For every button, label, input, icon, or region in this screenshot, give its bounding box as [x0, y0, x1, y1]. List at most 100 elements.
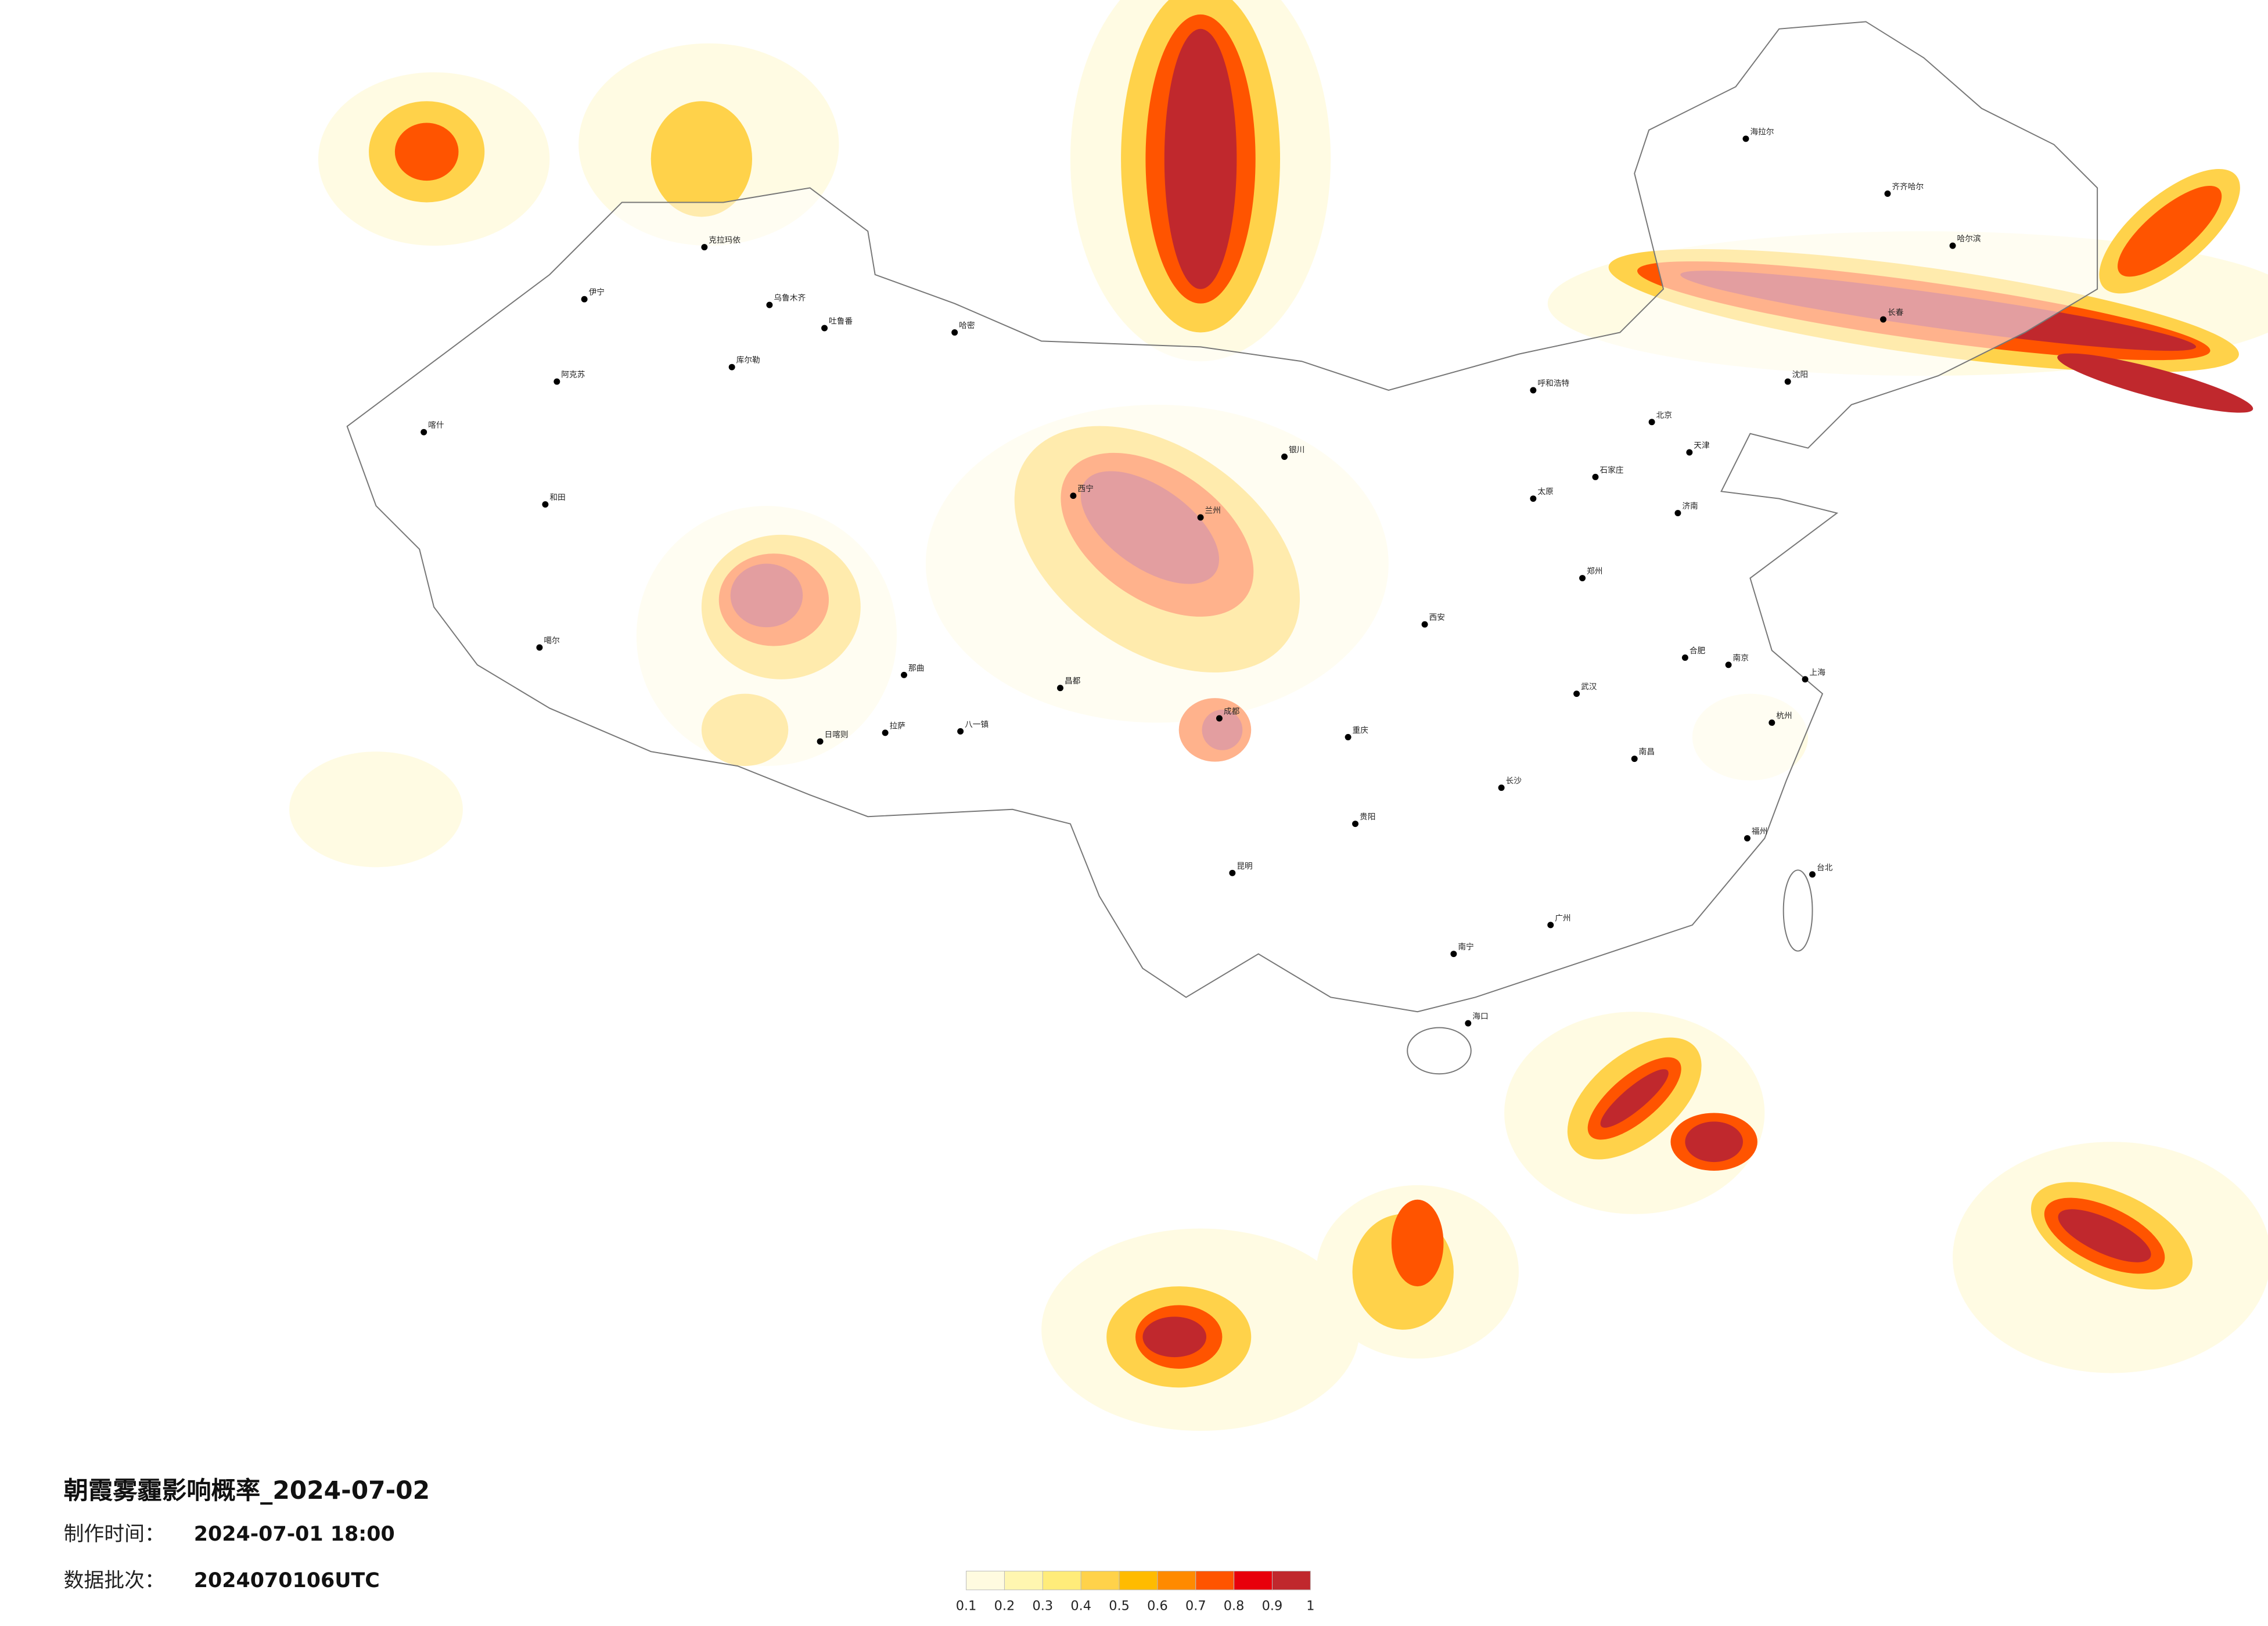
city-dot	[1216, 715, 1223, 722]
city-label: 喀什	[428, 421, 444, 430]
legend-swatch	[1271, 1570, 1311, 1591]
city-label: 南京	[1733, 653, 1749, 663]
city-label: 西宁	[1077, 484, 1093, 494]
legend-tick-label: 0.8	[1224, 1599, 1245, 1614]
city-dot	[1631, 756, 1638, 762]
legend-swatch	[1157, 1570, 1196, 1591]
legend-swatch	[1042, 1570, 1081, 1591]
city-dot	[1742, 135, 1749, 142]
city-dot	[1769, 719, 1775, 726]
city-label: 噶尔	[544, 636, 560, 646]
city-dot	[1229, 869, 1236, 876]
legend-tick-label: 0.3	[1033, 1599, 1054, 1614]
city-label: 昌都	[1065, 677, 1081, 686]
city-label: 海口	[1472, 1012, 1488, 1021]
city-dot	[1057, 685, 1063, 692]
city-label: 呼和浩特	[1537, 379, 1569, 388]
city-dot	[821, 325, 828, 332]
city-label: 成都	[1224, 707, 1240, 717]
city-label: 南昌	[1639, 747, 1655, 757]
city-label: 拉萨	[890, 721, 905, 731]
legend-tick-label: 0.6	[1147, 1599, 1168, 1614]
legend-swatch	[966, 1570, 1005, 1591]
city-dot	[1281, 454, 1288, 460]
city-dot	[1744, 835, 1751, 842]
city-dot	[701, 244, 708, 251]
legend-tick-label: 0.2	[994, 1599, 1015, 1614]
city-label: 八一镇	[965, 720, 989, 729]
city-dot	[536, 644, 543, 651]
city-label: 和田	[549, 493, 565, 502]
city-label: 武汉	[1581, 682, 1597, 692]
city-dot	[1648, 419, 1655, 426]
city-label: 昆明	[1237, 862, 1252, 871]
city-dot	[1809, 871, 1816, 878]
city-dot	[1070, 492, 1077, 499]
city-label: 日喀则	[825, 730, 849, 739]
city-dot	[553, 378, 560, 385]
legend-swatch	[1004, 1570, 1043, 1591]
legend-swatch	[1234, 1570, 1273, 1591]
legend: 0.1 0.2 0.3 0.4 0.5 0.6 0.7 0.8 0.9 1	[956, 1570, 1314, 1614]
city-label: 兰州	[1205, 506, 1221, 516]
city-dot	[581, 296, 588, 303]
city-label: 沈阳	[1792, 370, 1808, 380]
city-label: 海拉尔	[1750, 127, 1774, 136]
city-label: 福州	[1752, 827, 1767, 836]
city-dot	[951, 329, 958, 336]
legend-tick-label: 0.7	[1185, 1599, 1206, 1614]
city-label: 广州	[1555, 913, 1570, 923]
legend-tick-label: 0.4	[1070, 1599, 1091, 1614]
city-label: 天津	[1694, 441, 1710, 451]
city-label: 哈尔滨	[1957, 235, 1981, 244]
city-dot	[1498, 784, 1505, 791]
city-dot	[1592, 473, 1599, 480]
city-dot	[1530, 387, 1537, 394]
city-label: 北京	[1656, 411, 1672, 420]
hainan-outline	[1407, 1027, 1472, 1075]
city-label: 济南	[1682, 502, 1698, 511]
city-dot	[728, 364, 735, 370]
made-label: 制作时间：	[64, 1523, 165, 1546]
city-dot	[1880, 316, 1887, 323]
city-dot	[1725, 661, 1732, 668]
city-dot	[1802, 676, 1809, 683]
made-time: 2024-07-01 18:00	[194, 1523, 395, 1546]
title: 朝霞雾霾影响概率_2024-07-02	[64, 1476, 430, 1505]
city-label: 上海	[1810, 668, 1826, 677]
city-label: 合肥	[1690, 646, 1706, 656]
legend-swatch	[1080, 1570, 1120, 1591]
city-label: 太原	[1537, 487, 1553, 497]
city-label: 阿克苏	[561, 370, 585, 380]
city-label: 齐齐哈尔	[1892, 182, 1924, 192]
city-dot	[882, 729, 889, 736]
city-dot	[1421, 621, 1428, 628]
city-dot	[957, 728, 964, 735]
city-label: 银川	[1289, 445, 1304, 455]
country-outline	[346, 21, 2098, 1013]
city-label: 伊宁	[589, 287, 605, 297]
city-dot	[1674, 510, 1681, 517]
city-dot	[1352, 821, 1359, 828]
batch: 2024070106UTC	[194, 1569, 380, 1592]
city-dot	[901, 671, 907, 678]
city-label: 重庆	[1353, 726, 1369, 735]
city-dot	[1345, 733, 1352, 740]
legend-tick-label: 1	[1306, 1599, 1314, 1614]
city-dot	[1573, 690, 1580, 697]
legend-tick-label: 0.9	[1262, 1599, 1283, 1614]
city-dot	[1681, 654, 1688, 661]
legend-swatch	[1195, 1570, 1235, 1591]
city-label: 克拉玛依	[709, 236, 741, 245]
city-dot	[1884, 190, 1891, 197]
legend-tick-label: 0.1	[956, 1599, 977, 1614]
taiwan-outline	[1782, 869, 1813, 952]
city-label: 吐鲁番	[829, 317, 853, 326]
city-dot	[766, 301, 773, 308]
city-label: 库尔勒	[736, 356, 760, 365]
city-label: 贵阳	[1360, 812, 1375, 822]
city-dot	[1686, 449, 1693, 456]
legend-tick-label: 0.5	[1109, 1599, 1130, 1614]
